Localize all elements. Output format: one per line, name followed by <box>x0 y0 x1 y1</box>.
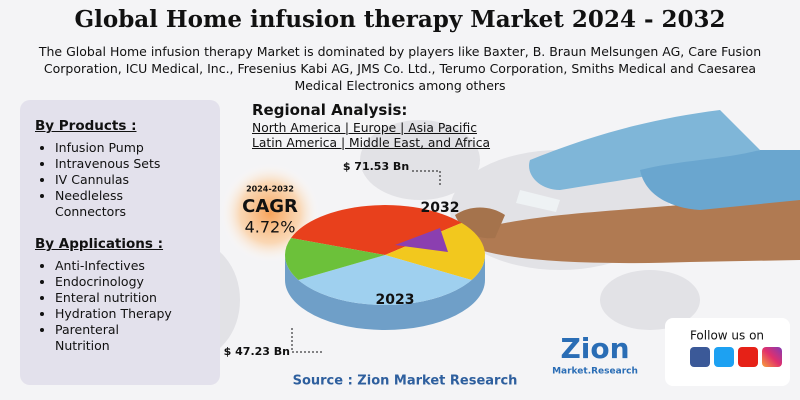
list-item: Endocrinology <box>55 274 205 290</box>
glove <box>529 110 760 190</box>
pie-slice <box>285 238 385 280</box>
list-item: Hydration Therapy <box>55 306 205 322</box>
cagr-label: CAGR <box>242 196 298 217</box>
pie-side <box>285 255 485 330</box>
youtube-icon[interactable] <box>738 347 758 367</box>
regional-line: Latin America | Middle East, and Africa <box>252 136 491 150</box>
social-label: Follow us on <box>690 329 764 343</box>
applications-heading: By Applications : <box>35 236 164 252</box>
callout-line <box>291 328 322 353</box>
list-item: Intravenous Sets <box>55 156 205 172</box>
pie-slice <box>395 228 448 252</box>
applications-list: Anti-Infectives Endocrinology Enteral nu… <box>35 258 205 354</box>
pie-slice <box>291 205 462 255</box>
applications: By Applications : Anti-Infectives Endocr… <box>35 236 205 354</box>
pie-label: 2023 <box>376 292 415 308</box>
title: Global Home infusion therapy Market 2024… <box>74 6 726 33</box>
arm <box>470 195 800 264</box>
glove <box>640 150 800 210</box>
list-item: Parenteral Nutrition <box>55 322 145 354</box>
list-item: Needleless Connectors <box>55 188 145 220</box>
logo-name: Zion <box>560 332 629 365</box>
instagram-icon[interactable] <box>762 347 782 367</box>
cagr-value: 4.72% <box>245 218 296 237</box>
left-panel <box>20 100 220 385</box>
list-item: IV Cannulas <box>55 172 205 188</box>
products-list: Infusion Pump Intravenous Sets IV Cannul… <box>35 140 205 220</box>
facebook-icon[interactable] <box>690 347 710 367</box>
pie-label: 2032 <box>421 200 460 216</box>
callout-value: $ 71.53 Bn <box>343 160 409 173</box>
source: Source : Zion Market Research <box>293 374 518 389</box>
regional-line: North America | Europe | Asia Pacific <box>252 121 477 135</box>
cagr-period: 2024-2032 <box>246 185 294 194</box>
callout-line <box>412 170 441 185</box>
logo-tagline: Market.Research <box>552 367 638 377</box>
bandage <box>516 190 560 212</box>
pie-slice <box>385 222 485 280</box>
subtitle: The Global Home infusion therapy Market … <box>38 44 762 93</box>
list-item: Enteral nutrition <box>55 290 205 306</box>
list-item: Anti-Infectives <box>55 258 205 274</box>
regional-heading: Regional Analysis: <box>252 101 408 119</box>
callout-value: $ 47.23 Bn <box>224 345 290 358</box>
products: By Products : Infusion Pump Intravenous … <box>35 118 205 220</box>
products-heading: By Products : <box>35 118 137 134</box>
pie-slice <box>298 255 472 305</box>
list-item: Infusion Pump <box>55 140 205 156</box>
twitter-icon[interactable] <box>714 347 734 367</box>
